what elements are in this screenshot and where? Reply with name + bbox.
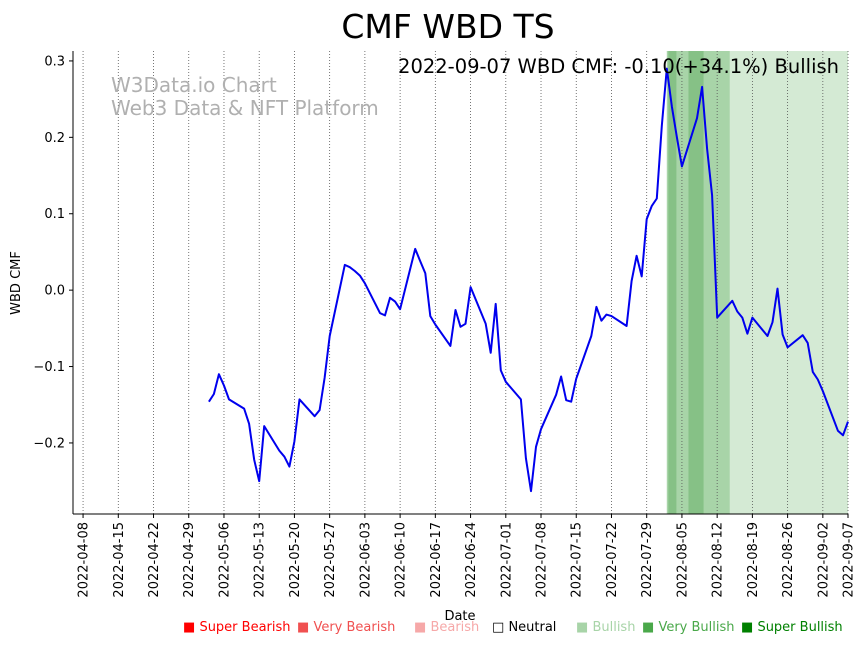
legend-swatch-bullish: ■ [576, 620, 589, 635]
signal-band [668, 51, 677, 514]
legend-super-bearish: ■ Super Bearish [183, 620, 291, 635]
x-tick-label: 2022-06-24 [464, 522, 479, 598]
x-tick-label: 2022-05-27 [323, 522, 338, 598]
x-tick-label: 2022-05-06 [217, 522, 232, 598]
y-tick-label: 0.0 [44, 284, 65, 299]
x-tick-label: 2022-06-10 [394, 522, 409, 598]
legend-very-bullish: ■ Very Bullish [642, 620, 735, 635]
legend-bearish: ■ Bearish [414, 620, 479, 635]
x-tick-label: 2022-06-03 [358, 522, 373, 598]
status-annotation: 2022-09-07 WBD CMF: -0.10(+34.1%) Bullis… [398, 55, 839, 78]
legend-super-bullish: ■ Super Bullish [741, 620, 843, 635]
x-tick-label: 2022-05-13 [253, 522, 268, 598]
y-tick-label: 0.1 [44, 207, 65, 222]
x-tick-label: 2022-09-07 [842, 522, 857, 598]
legend-label: Super Bullish [757, 620, 843, 635]
x-tick-label: 2022-07-29 [640, 522, 655, 598]
legend-neutral: □ Neutral [492, 620, 556, 635]
x-tick-label: 2022-04-22 [147, 522, 162, 598]
watermark-line-2: Web3 Data & NFT Platform [111, 96, 379, 120]
x-tick-label: 2022-04-15 [112, 522, 127, 598]
signal-bands [666, 51, 848, 514]
x-tick-label: 2022-08-19 [746, 522, 761, 598]
legend-swatch-neutral: □ [492, 620, 505, 635]
x-tick-label: 2022-08-12 [711, 522, 726, 598]
x-tick-label: 2022-07-15 [570, 522, 585, 598]
series-layer [208, 67, 849, 493]
signal-legend: ■ Super Bearish ■ Very Bearish ■ Bearish… [0, 620, 867, 638]
y-tick-label: 0.2 [44, 131, 65, 146]
x-tick-label: 2022-04-29 [182, 522, 197, 598]
y-tick-label: −0.2 [33, 436, 65, 451]
axes [72, 51, 848, 515]
legend-bullish: ■ Bullish [576, 620, 635, 635]
legend-swatch-very-bearish: ■ [297, 620, 310, 635]
x-tick-label: 2022-04-08 [77, 522, 92, 598]
x-tick-label: 2022-08-05 [675, 522, 690, 598]
legend-swatch-bearish: ■ [414, 620, 427, 635]
vertical-gridlines [82, 51, 849, 514]
legend-label: Very Bearish [313, 620, 396, 635]
legend-swatch-very-bullish: ■ [642, 620, 655, 635]
y-tick-label: −0.1 [33, 360, 65, 375]
y-ticks: −0.2 −0.1 0.0 0.1 0.2 0.3 [33, 54, 73, 451]
x-tick-label: 2022-07-08 [535, 522, 550, 598]
watermark-line-1: W3Data.io Chart [111, 73, 277, 97]
x-tick-label: 2022-09-02 [816, 522, 831, 598]
chart-title: CMF WBD TS [341, 7, 554, 46]
legend-label: Very Bullish [658, 620, 735, 635]
legend-label: Bullish [592, 620, 636, 635]
x-tick-label: 2022-07-22 [605, 522, 620, 598]
legend-label: Bearish [430, 620, 480, 635]
legend-swatch-super-bearish: ■ [183, 620, 196, 635]
legend-very-bearish: ■ Very Bearish [297, 620, 395, 635]
legend-label: Neutral [508, 620, 557, 635]
signal-band [688, 51, 704, 514]
series-line [208, 67, 849, 493]
legend-swatch-super-bullish: ■ [741, 620, 754, 635]
x-tick-label: 2022-06-17 [429, 522, 444, 598]
y-tick-label: 0.3 [44, 54, 65, 69]
x-ticks: 2022-04-08 2022-04-15 2022-04-22 2022-04-29… [77, 514, 857, 598]
y-axis-label: WBD CMF [9, 251, 24, 315]
legend-label: Super Bearish [199, 620, 291, 635]
x-tick-label: 2022-07-01 [499, 522, 514, 598]
x-tick-label: 2022-05-20 [288, 522, 303, 598]
x-tick-label: 2022-08-26 [781, 522, 796, 598]
x-axis-label: Date [444, 609, 475, 624]
